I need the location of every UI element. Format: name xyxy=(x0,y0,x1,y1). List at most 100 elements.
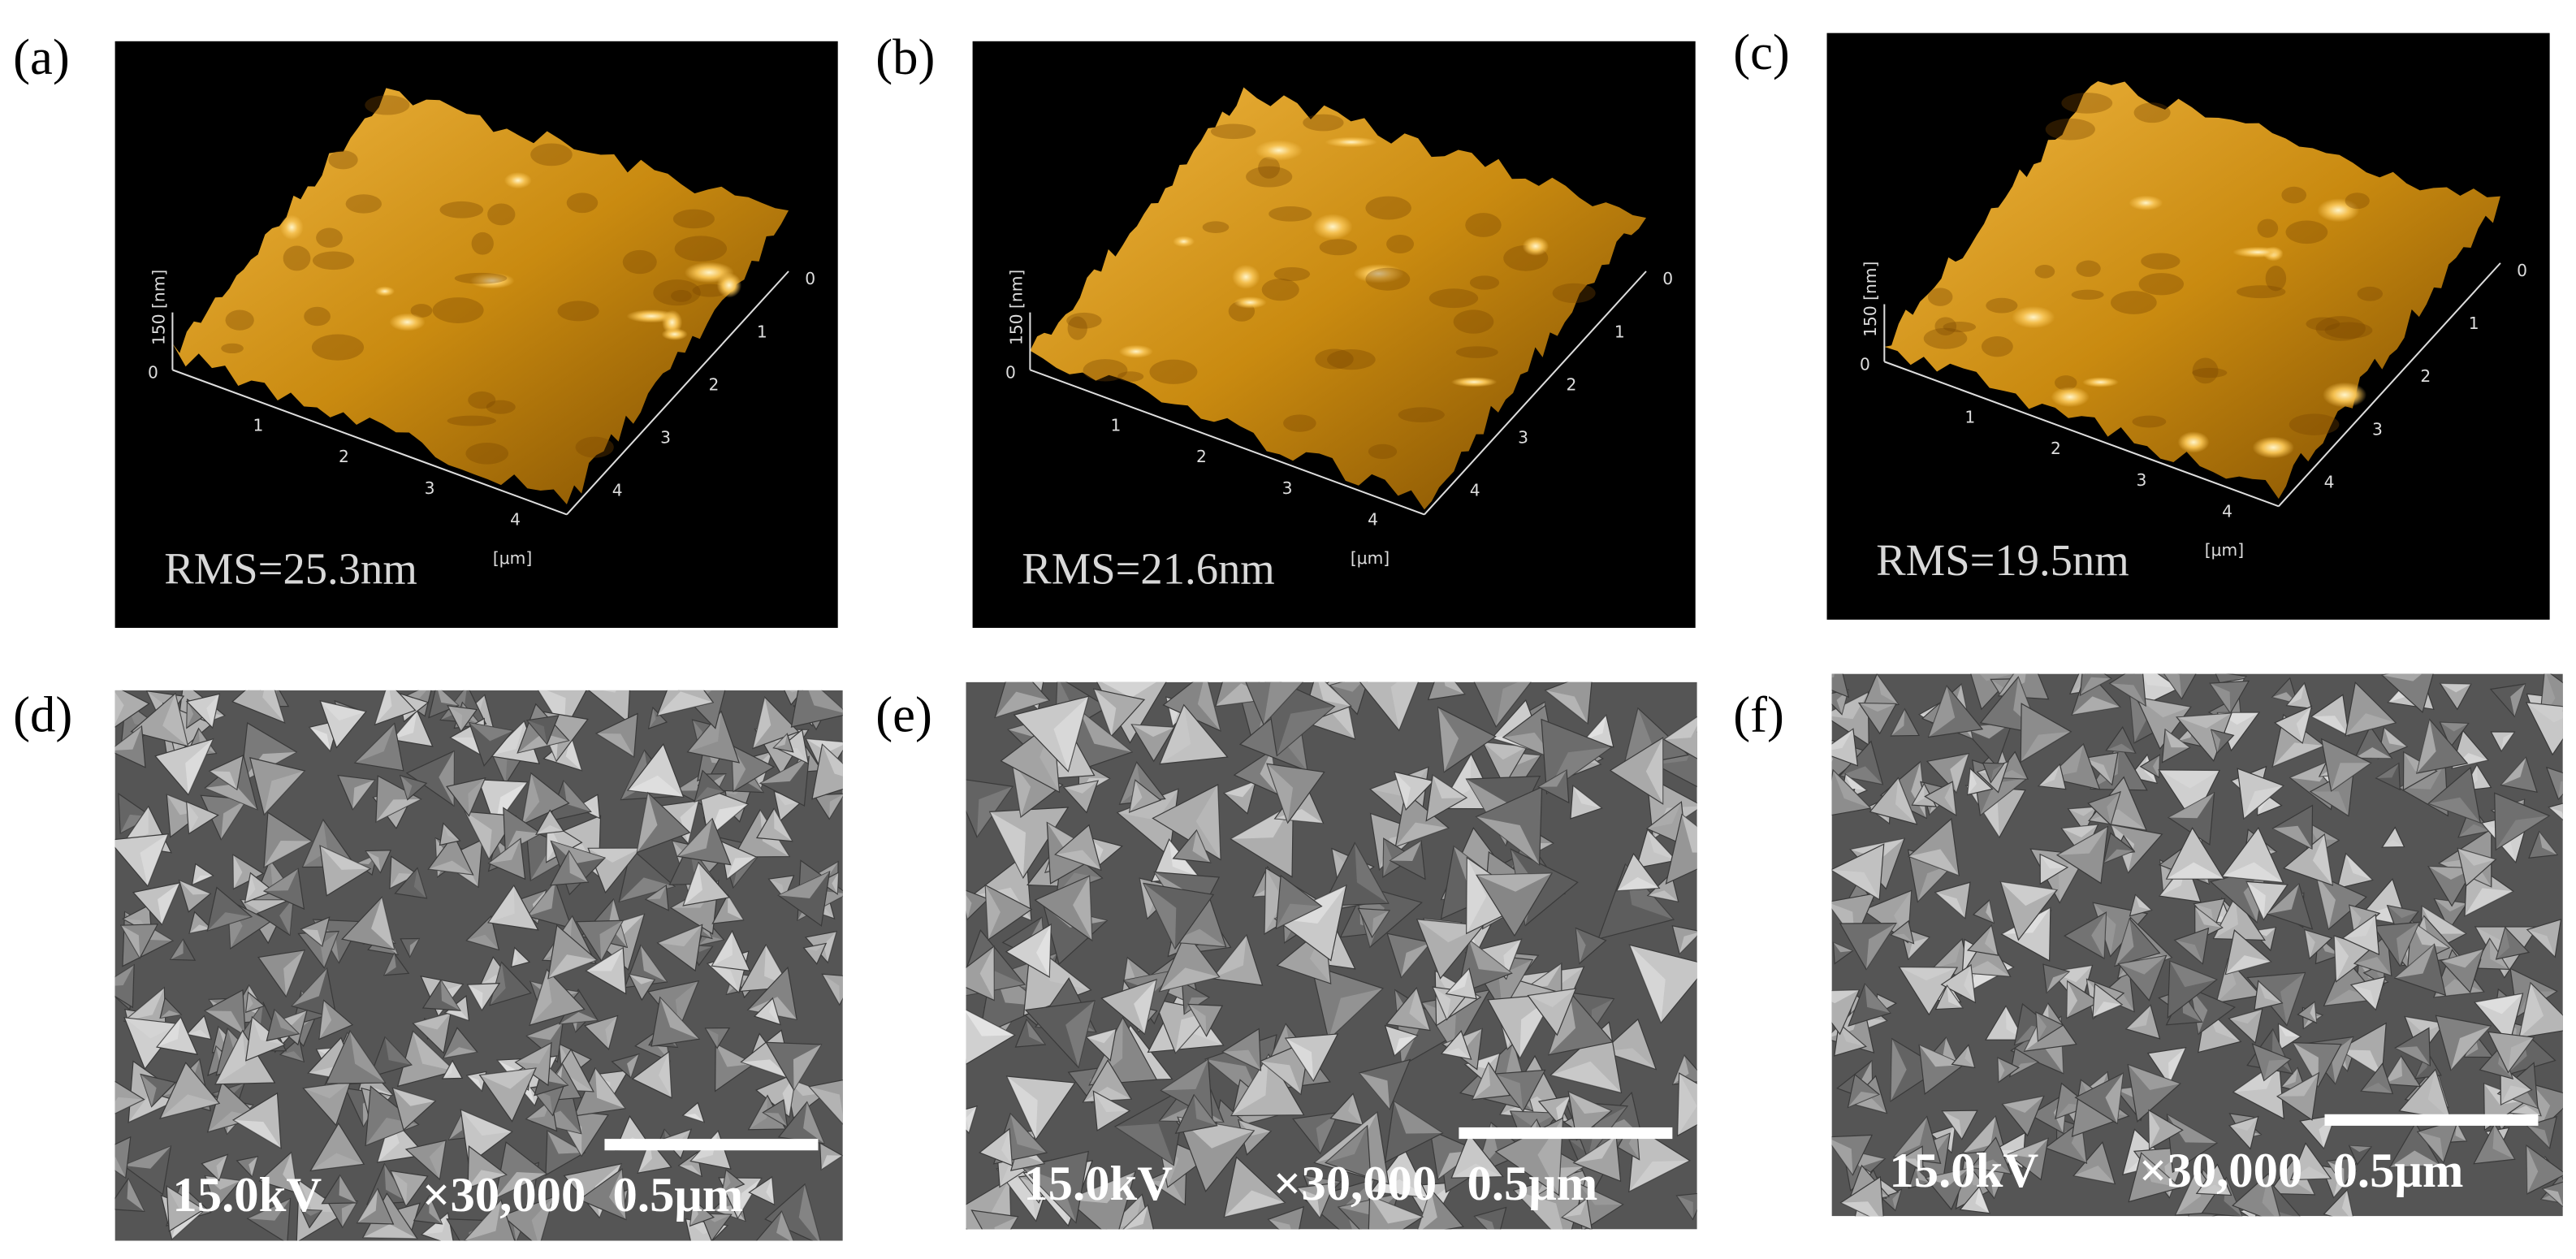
sem-grain xyxy=(2092,983,2124,1019)
afm-texture xyxy=(486,400,516,414)
sem-facet xyxy=(240,751,297,783)
sem-facet xyxy=(2331,1036,2353,1084)
sem-facet xyxy=(1663,716,1697,740)
voltage: 15.0kV xyxy=(1889,1144,2038,1198)
afm-texture xyxy=(2055,375,2077,391)
sem-facet xyxy=(1891,708,1905,736)
sem-grain xyxy=(1924,781,1957,817)
sem-grain xyxy=(1972,899,1995,924)
sem-facet xyxy=(409,938,420,958)
afm-texture xyxy=(283,245,311,271)
sem-facet xyxy=(1011,760,1031,817)
sem-facet xyxy=(1338,1193,1398,1216)
sem-grain xyxy=(1223,780,1257,815)
sem-facet xyxy=(1645,738,1663,804)
sem-facet xyxy=(439,751,455,807)
sem-facet xyxy=(160,1094,220,1118)
afm-texture xyxy=(504,171,532,189)
afm-texture xyxy=(2281,186,2307,204)
afm-texture xyxy=(465,442,509,465)
voltage: 15.0kV xyxy=(172,1168,322,1222)
sem-grain xyxy=(154,738,214,796)
x-tick-label: 4 xyxy=(510,510,521,530)
sem-facet xyxy=(2310,1002,2317,1023)
sem-grain xyxy=(1437,706,1497,773)
sem-facet xyxy=(1625,863,1674,920)
sem-grain xyxy=(1172,829,1212,863)
sem-facet xyxy=(1985,925,1999,956)
sem-grain xyxy=(510,946,531,968)
sem-facet xyxy=(469,722,513,742)
afm-texture xyxy=(672,209,715,229)
sem-facet xyxy=(166,1186,205,1209)
sem-facet xyxy=(2427,1069,2451,1120)
sem-facet xyxy=(2349,1145,2371,1153)
sem-grain xyxy=(1857,702,1897,735)
y-tick-label: 0 xyxy=(805,269,815,288)
sem-grains xyxy=(966,681,1697,1230)
sem-facet xyxy=(832,872,839,894)
x-tick-label: 1 xyxy=(1964,407,1975,426)
sem-facet xyxy=(640,945,668,982)
sem-grain xyxy=(1962,932,2012,977)
unit-label: [μm] xyxy=(1351,548,1390,568)
sem-grain xyxy=(1831,843,1885,901)
sem-facet xyxy=(1394,1101,1443,1134)
sem-grain xyxy=(575,919,625,963)
sem-grain xyxy=(526,880,573,929)
sem-facet xyxy=(1224,781,1256,798)
sem-facet xyxy=(823,931,837,963)
sem-facet xyxy=(2281,1067,2298,1088)
sem-facet xyxy=(776,1211,793,1241)
sem-facet xyxy=(466,934,499,950)
sem-grain xyxy=(2545,766,2563,801)
sem-grain xyxy=(2285,681,2313,710)
sem-grain xyxy=(2087,790,2121,826)
sem-facet xyxy=(711,931,733,967)
sem-grain xyxy=(1122,1204,1154,1230)
sem-grain xyxy=(2228,1115,2259,1150)
afm-texture xyxy=(1927,288,1953,306)
sem-grain xyxy=(547,924,599,980)
afm-texture xyxy=(2192,367,2228,379)
sem-facet xyxy=(2296,706,2312,743)
z-zero: 0 xyxy=(148,362,158,382)
afm-texture xyxy=(1066,312,1102,329)
sem-facet xyxy=(1934,892,1965,919)
sem-facet xyxy=(586,947,624,971)
sem-facet xyxy=(2000,881,2057,906)
sem-facet xyxy=(2067,980,2077,1019)
sem-grain xyxy=(1427,681,1466,701)
x-tick-label: 2 xyxy=(2051,439,2061,458)
sem-facet xyxy=(244,872,256,903)
sem-facet xyxy=(979,945,995,1001)
sem-grain xyxy=(2148,1109,2184,1150)
sem-grain xyxy=(994,681,1051,719)
sem-grain xyxy=(2372,921,2421,967)
sem-facet xyxy=(1944,781,1956,816)
sem-facet xyxy=(283,1152,298,1193)
sem-facet xyxy=(1382,838,1392,877)
sem-facet xyxy=(2176,713,2232,729)
sem-facet xyxy=(1036,924,1052,977)
sem-grain xyxy=(318,999,354,1041)
sem-grain xyxy=(446,777,486,817)
sem-grain xyxy=(208,754,244,791)
sem-grain xyxy=(2490,731,2516,753)
sem-grain xyxy=(1357,907,1391,939)
sem-facet xyxy=(1170,928,1226,947)
sem-facet xyxy=(1160,704,1191,764)
sem-facet xyxy=(2384,1056,2402,1084)
sem-grain xyxy=(1908,1166,1933,1189)
x-axis xyxy=(1883,361,2280,508)
sem-grain xyxy=(266,1008,300,1042)
afm-surface xyxy=(1030,87,1647,510)
sem-grain xyxy=(1570,784,1603,820)
sem-grain xyxy=(611,1053,640,1079)
sem-facet xyxy=(2021,731,2072,763)
sem-facet xyxy=(302,820,328,867)
sem-facet xyxy=(1297,1188,1320,1218)
sem-grain xyxy=(594,712,638,758)
sem-grain xyxy=(2127,1063,2181,1123)
sem-grain xyxy=(420,1212,454,1241)
